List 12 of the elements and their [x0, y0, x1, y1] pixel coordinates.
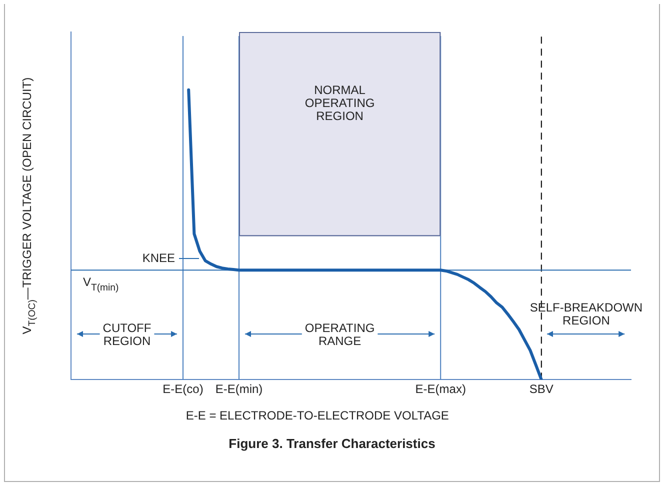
annotation: KNEE	[142, 251, 176, 266]
x-axis-title: E-E = ELECTRODE-TO-ELECTRODE VOLTAGE	[186, 408, 449, 423]
x-tick-label: E-E(min)	[215, 382, 263, 396]
x-tick-label: E-E(co)	[162, 382, 204, 396]
band-label: NORMAL OPERATING REGION	[304, 83, 375, 123]
annotation: SELF-BREAKDOWN REGION	[530, 300, 643, 328]
x-tick-label: SBV	[529, 382, 554, 396]
text: Figure 3. Transfer Characteristics	[228, 436, 436, 451]
y-axis-title: VT(OC)—TRIGGER VOLTAGE (OPEN CIRCUIT)	[20, 77, 38, 334]
x-tick-label: E-E(max)	[415, 382, 466, 396]
annotation: CUTOFF REGION	[102, 320, 152, 348]
annotation: OPERATING RANGE	[304, 320, 375, 348]
